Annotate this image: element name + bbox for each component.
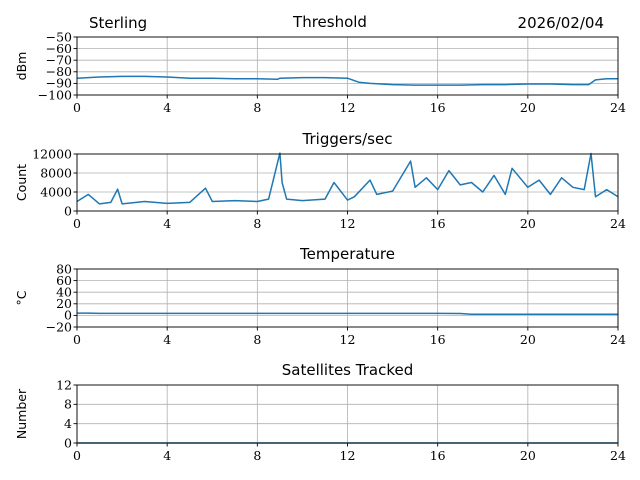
temperature-xtick-label: 4 (163, 332, 171, 347)
threshold-xtick-label: 4 (163, 100, 171, 115)
threshold-xtick-label: 8 (253, 100, 261, 115)
threshold-ytick-label: −100 (38, 87, 72, 102)
triggers-sec-axes-frame (76, 153, 619, 212)
satellites-tracked-xtick-label: 0 (73, 448, 81, 463)
temperature-xtick-label: 16 (430, 332, 446, 347)
temperature-series-line (77, 312, 618, 315)
triggers-sec-ytick-label: 12000 (32, 146, 72, 161)
satellites-tracked-ytick-label: 4 (64, 416, 72, 431)
temperature-xtick-label: 0 (73, 332, 81, 347)
chart-panels: Threshold 0 4 8 12 16 20 24 −50−60−70−80−90−100 d… (14, 13, 626, 463)
temperature-ylabel: °C (14, 290, 29, 305)
threshold-xtick-label: 20 (520, 100, 536, 115)
temperature-xtick-label: 12 (340, 332, 356, 347)
threshold-panel: Threshold 0 4 8 12 16 20 24 −50−60−70−80−90−100 d… (14, 13, 626, 115)
satellites-tracked-title: Satellites Tracked (282, 361, 413, 379)
threshold-series-line (76, 75, 618, 86)
threshold-xtick-label: 24 (610, 100, 626, 115)
satellites-tracked-xtick-label: 12 (340, 448, 356, 463)
threshold-xtick-label: 16 (430, 100, 446, 115)
satellites-tracked-ytick-label: 0 (64, 435, 72, 450)
threshold-ytick-label: −80 (46, 64, 72, 79)
satellites-tracked-xtick-label: 4 (163, 448, 171, 463)
satellites-tracked-ylabel: Number (14, 388, 29, 439)
satellites-tracked-ytick-label: 8 (64, 397, 72, 412)
temperature-ytick-label: 20 (56, 296, 72, 311)
triggers-sec-xtick-label: 8 (253, 216, 261, 231)
satellites-tracked-xtick-label: 16 (430, 448, 446, 463)
temperature-xtick-label: 24 (610, 332, 626, 347)
threshold-ytick-label: −50 (46, 29, 72, 44)
satellites-tracked-ytick-label: 12 (56, 377, 72, 392)
temperature-ytick-label: 60 (56, 273, 72, 288)
triggers-sec-series-line (76, 152, 619, 205)
triggers-sec-ytick-label: 8000 (40, 165, 72, 180)
satellites-tracked-xtick-label: 20 (520, 448, 536, 463)
temperature-xtick-label: 8 (253, 332, 261, 347)
threshold-title: Threshold (292, 13, 367, 31)
threshold-xtick-label: 0 (73, 100, 81, 115)
triggers-sec-xtick-label: 24 (610, 216, 626, 231)
triggers-sec-panel: Triggers/sec 0 4 8 12 16 20 24 12000 8000 4000 0 Cou… (14, 130, 626, 231)
temperature-xtick-label: 20 (520, 332, 536, 347)
temperature-axes-frame (76, 268, 619, 328)
threshold-ytick-label: −90 (46, 76, 72, 91)
triggers-sec-ylabel: Count (14, 164, 29, 201)
temperature-ytick-label: 40 (56, 285, 72, 300)
threshold-ytick-label: −60 (46, 41, 72, 56)
temperature-title: Temperature (299, 245, 395, 263)
satellites-tracked-panel: Satellites Tracked 0 4 8 12 16 20 24 12 8 4 0 Number (14, 361, 626, 463)
station-name: Sterling (89, 14, 147, 32)
triggers-sec-xtick-label: 20 (520, 216, 536, 231)
satellites-tracked-xtick-label: 8 (253, 448, 261, 463)
threshold-ytick-label: −70 (46, 53, 72, 68)
satellites-tracked-xtick-label: 24 (610, 448, 626, 463)
threshold-xtick-label: 12 (340, 100, 356, 115)
triggers-sec-title: Triggers/sec (302, 130, 393, 148)
triggers-sec-ytick-label: 4000 (40, 184, 72, 199)
temperature-ytick-label: −20 (46, 319, 72, 334)
temperature-ytick-label: 80 (56, 261, 72, 276)
threshold-axes-frame (76, 36, 619, 96)
threshold-ylabel: dBm (14, 52, 29, 81)
temperature-ytick-label: 0 (64, 308, 72, 323)
triggers-sec-xtick-label: 12 (340, 216, 356, 231)
triggers-sec-ytick-label: 0 (64, 203, 72, 218)
satellites-tracked-axes-frame (76, 384, 619, 444)
triggers-sec-xtick-label: 4 (163, 216, 171, 231)
report-date: 2026/02/04 (518, 14, 604, 32)
triggers-sec-xtick-label: 0 (73, 216, 81, 231)
triggers-sec-xtick-label: 16 (430, 216, 446, 231)
